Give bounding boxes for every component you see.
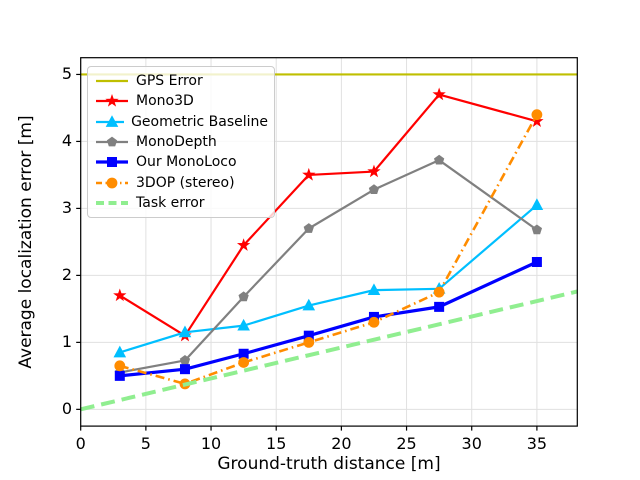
triangle-marker: [113, 345, 127, 358]
circle-marker: [368, 316, 380, 328]
x-tick-label: 15: [266, 434, 287, 454]
legend-swatch: [96, 80, 128, 83]
y-axis-label: Average localization error [m]: [16, 115, 36, 369]
legend: GPS Error Mono3D Geometric Baseline MonoDep…: [87, 66, 275, 218]
star-marker: [113, 288, 127, 302]
square-marker: [434, 301, 445, 312]
pentagon-marker: [368, 184, 380, 195]
legend-entry-geometric-baseline: Geometric Baseline: [95, 112, 268, 132]
circle-marker: [303, 336, 315, 348]
star-marker: [367, 164, 381, 178]
pentagon-marker: [434, 154, 445, 165]
triangle-marker: [105, 114, 119, 127]
x-tick-label: 35: [526, 434, 548, 454]
triangle-marker: [367, 283, 381, 296]
legend-label: Geometric Baseline: [131, 113, 268, 130]
star-marker: [105, 94, 119, 108]
legend-swatch: [96, 136, 128, 147]
legend-label: 3DOP (stereo): [136, 174, 235, 191]
star-marker: [236, 238, 251, 251]
triangle-marker: [302, 298, 316, 311]
legend-label: Our MonoLoco: [136, 154, 237, 171]
x-axis-label: Ground-truth distance [m]: [217, 454, 441, 475]
x-tick-label: 10: [200, 434, 222, 454]
legend-entry-3dop-stereo: 3DOP (stereo): [95, 173, 268, 193]
square-marker: [531, 256, 542, 267]
star-marker: [530, 114, 544, 127]
circle-marker: [433, 286, 445, 298]
square-marker: [238, 348, 249, 359]
x-tick-label: 30: [461, 434, 482, 454]
legend-entry-our-monoloco: Our MonoLoco: [95, 152, 268, 172]
y-tick-label: 3: [61, 198, 72, 218]
legend-label: GPS Error: [136, 73, 203, 90]
series-task-error: [80, 289, 578, 412]
series-3dop-stereo: [114, 109, 543, 390]
legend-label: MonoDepth: [136, 133, 217, 150]
y-tick-label: 0: [61, 399, 72, 419]
star-marker: [302, 167, 316, 181]
pentagon-marker: [531, 224, 543, 235]
circle-marker: [238, 357, 250, 368]
pentagon-marker: [179, 355, 191, 365]
legend-entry-mono3d: Mono3D: [95, 91, 268, 111]
legend-entry-task-error: Task error: [95, 193, 268, 213]
legend-label: Task error: [136, 194, 205, 211]
legend-entry-gps-error: GPS Error: [95, 71, 268, 91]
plot-border: [80, 57, 578, 427]
star-marker: [432, 87, 446, 101]
y-tick-label: 5: [61, 64, 72, 84]
series-geometric-baseline: [113, 198, 544, 358]
legend-swatch: [96, 177, 128, 188]
square-marker: [107, 157, 117, 168]
pentagon-marker: [303, 223, 314, 233]
circle-marker: [531, 109, 543, 121]
legend-swatch: [96, 157, 128, 168]
series-our-monoloco: [114, 256, 542, 381]
x-tick-label: 25: [396, 434, 417, 454]
x-tick-label: 20: [331, 434, 352, 454]
series-line: [80, 289, 578, 412]
triangle-marker: [178, 325, 192, 338]
square-marker: [114, 370, 125, 381]
circle-marker: [106, 177, 118, 188]
legend-label: Mono3D: [136, 93, 194, 110]
circle-marker: [114, 360, 126, 372]
legend-entry-monodepth: MonoDepth: [95, 132, 268, 152]
x-tick-label: 0: [75, 434, 86, 454]
pentagon-marker: [238, 291, 249, 302]
legend-swatch: [96, 114, 125, 127]
y-tick-label: 1: [61, 332, 72, 352]
y-tick-label: 2: [61, 265, 72, 285]
square-marker: [303, 330, 314, 341]
triangle-marker: [237, 318, 250, 331]
x-tick-label: 5: [140, 434, 151, 454]
y-tick-label: 4: [61, 131, 72, 151]
legend-swatch: [96, 94, 128, 108]
triangle-marker: [530, 198, 544, 210]
legend-swatch: [96, 200, 128, 205]
square-marker: [179, 364, 190, 375]
pentagon-marker: [106, 136, 118, 147]
axes-spines: [76, 57, 578, 431]
